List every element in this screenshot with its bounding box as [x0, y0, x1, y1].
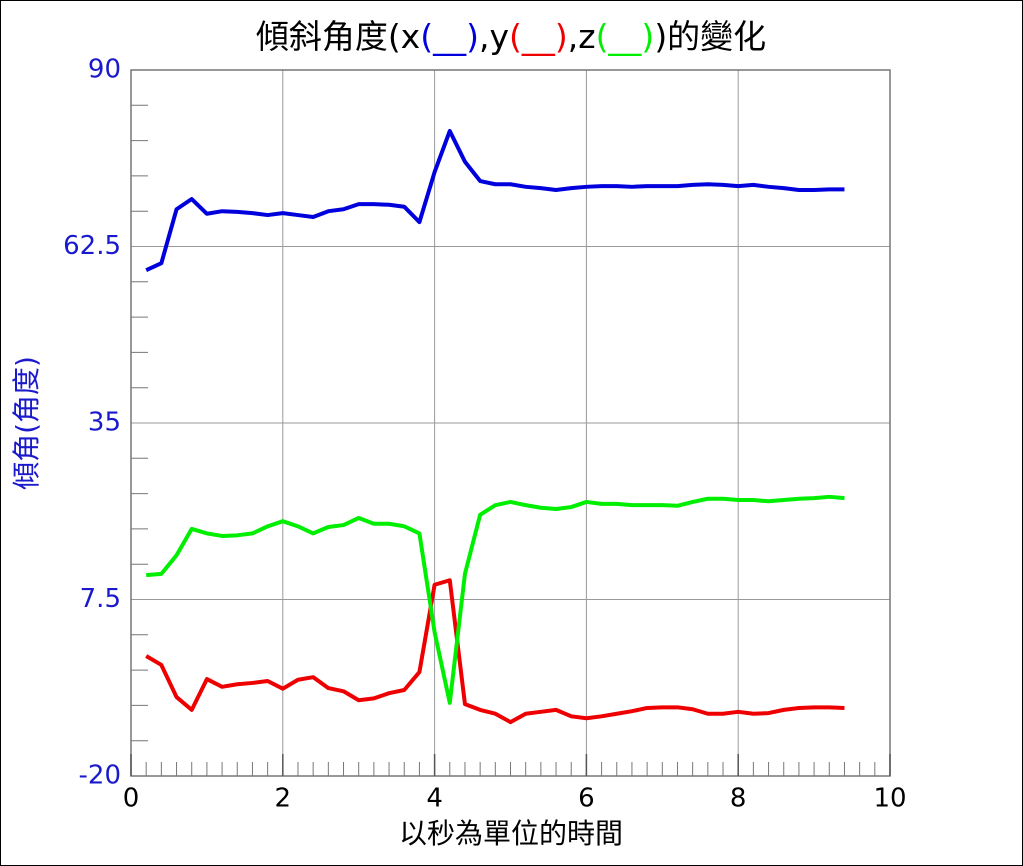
- data-line: [146, 494, 845, 705]
- title-part: )的變化: [654, 17, 766, 56]
- y-tick-label: -20: [79, 761, 121, 791]
- title-part: ,z: [568, 17, 596, 56]
- data-line: [145, 578, 845, 725]
- title-part: 傾斜角度(x: [256, 17, 420, 56]
- title-part: (__): [596, 17, 655, 56]
- y-axis-label: 傾角(角度): [10, 356, 43, 490]
- chart-title: 傾斜角度(x(__),y(__),z(__))的變化: [256, 17, 766, 56]
- title-part: (__): [509, 17, 568, 56]
- x-tick-label: 4: [426, 784, 443, 814]
- y-tick-label: 35: [88, 408, 121, 438]
- title-part: (__): [420, 17, 479, 56]
- data-line: [145, 128, 845, 273]
- x-tick-label: 0: [123, 784, 140, 814]
- x-tick-label: 8: [730, 784, 747, 814]
- y-tick-label: 7.5: [80, 584, 121, 614]
- x-tick-label: 2: [275, 784, 292, 814]
- title-part: ,y: [479, 17, 509, 56]
- x-tick-label: 10: [873, 784, 906, 814]
- x-tick-label: 6: [578, 784, 595, 814]
- x-axis-label: 以秒為單位的時間: [399, 817, 623, 850]
- y-tick-label: 62.5: [63, 231, 121, 261]
- y-tick-label: 90: [88, 55, 121, 85]
